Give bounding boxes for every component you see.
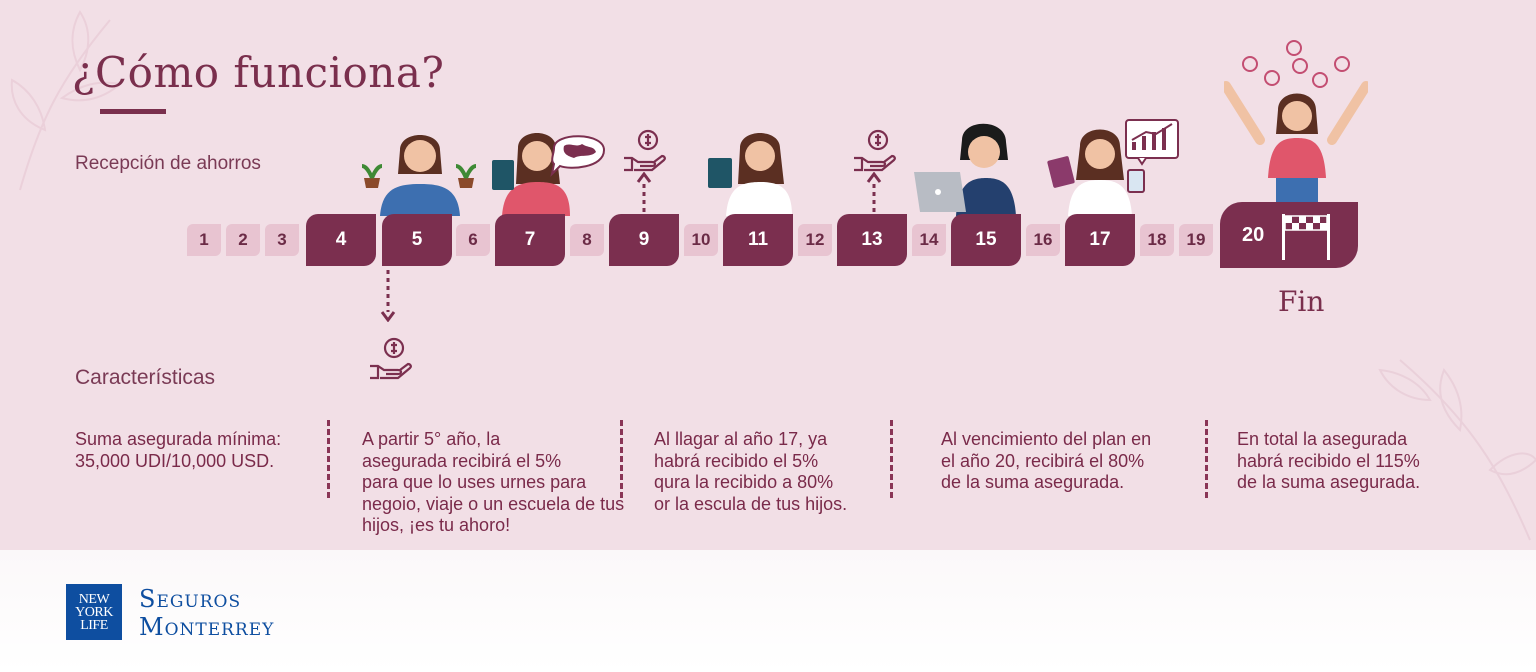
feature-divider xyxy=(890,420,893,498)
timeline-step-13: 13 xyxy=(837,214,907,266)
feature-divider xyxy=(327,420,330,498)
timeline: 1 2 3 4 5 6 7 8 9 10 11 12 13 14 15 16 1… xyxy=(187,202,1358,268)
timeline-step-6: 6 xyxy=(456,224,490,256)
timeline-step-4: 4 xyxy=(306,214,376,266)
dashed-arrow-down-icon xyxy=(380,270,396,322)
feature-minimum-sum: Suma asegurada mínima: 35,000 UDI/10,000… xyxy=(75,429,282,471)
person-with-plants-icon xyxy=(362,135,477,216)
feature-divider xyxy=(1205,420,1208,498)
timeline-step-8: 8 xyxy=(570,224,604,256)
person-with-chart-icon xyxy=(1047,119,1179,216)
timeline-step-20-label: 20 xyxy=(1242,223,1265,246)
timeline-step-3: 3 xyxy=(265,224,299,256)
brand-name-line2: Monterrey xyxy=(139,613,275,641)
person-with-passport-icon xyxy=(492,133,606,216)
page-title: ¿Cómo funciona? xyxy=(72,48,445,97)
timeline-step-16: 16 xyxy=(1026,224,1060,256)
end-label: Fin xyxy=(1278,285,1325,318)
timeline-step-14: 14 xyxy=(912,224,946,256)
timeline-step-1: 1 xyxy=(187,224,221,256)
person-with-laptop-icon xyxy=(914,123,1016,216)
dashed-arrow-up-icon xyxy=(636,172,652,212)
timeline-step-9: 9 xyxy=(609,214,679,266)
timeline-step-5: 5 xyxy=(382,214,452,266)
money-hand-icon xyxy=(624,129,666,172)
timeline-step-11: 11 xyxy=(723,214,793,266)
brand-name: Seguros Monterrey xyxy=(139,585,274,641)
feature-total: En total la asegurada habrá recibido el … xyxy=(1237,429,1421,492)
feature-year-17: Al llagar al año 17, ya habrá recibido e… xyxy=(654,429,848,514)
timeline-step-7: 7 xyxy=(495,214,565,266)
money-hand-icon xyxy=(370,337,412,380)
savings-section-label: Recepción de ahorros xyxy=(75,153,261,174)
timeline-step-19: 19 xyxy=(1179,224,1213,256)
timeline-step-18: 18 xyxy=(1140,224,1174,256)
feature-divider xyxy=(620,420,623,498)
title-underline xyxy=(100,109,166,114)
features-section-label: Características xyxy=(75,366,216,389)
money-hand-icon xyxy=(854,129,896,172)
timeline-step-20: 20 xyxy=(1220,202,1358,268)
dashed-arrow-up-icon xyxy=(866,172,882,212)
timeline-step-2: 2 xyxy=(226,224,260,256)
feature-year-5: A partir 5° año, la asegurada recibirá e… xyxy=(362,429,625,535)
timeline-step-15: 15 xyxy=(951,214,1021,266)
new-york-life-logo: NEW YORK LIFE xyxy=(66,584,122,640)
leaf-decoration-right-icon xyxy=(1378,359,1536,541)
timeline-step-12: 12 xyxy=(798,224,832,256)
timeline-step-10: 10 xyxy=(684,224,718,256)
leaf-decoration-left-icon xyxy=(10,10,123,191)
person-with-passport-2-icon xyxy=(708,133,792,216)
footer xyxy=(0,550,1536,672)
finish-flag-icon xyxy=(1282,214,1331,260)
brand-name-line1: Seguros xyxy=(139,585,242,613)
celebrating-person-icon xyxy=(1224,40,1368,206)
timeline-step-17: 17 xyxy=(1065,214,1135,266)
feature-year-20: Al vencimiento del plan en el año 20, re… xyxy=(941,429,1152,492)
how-it-works-panel: ¿Cómo funciona? Recepción de ahorros Car… xyxy=(0,0,1536,550)
